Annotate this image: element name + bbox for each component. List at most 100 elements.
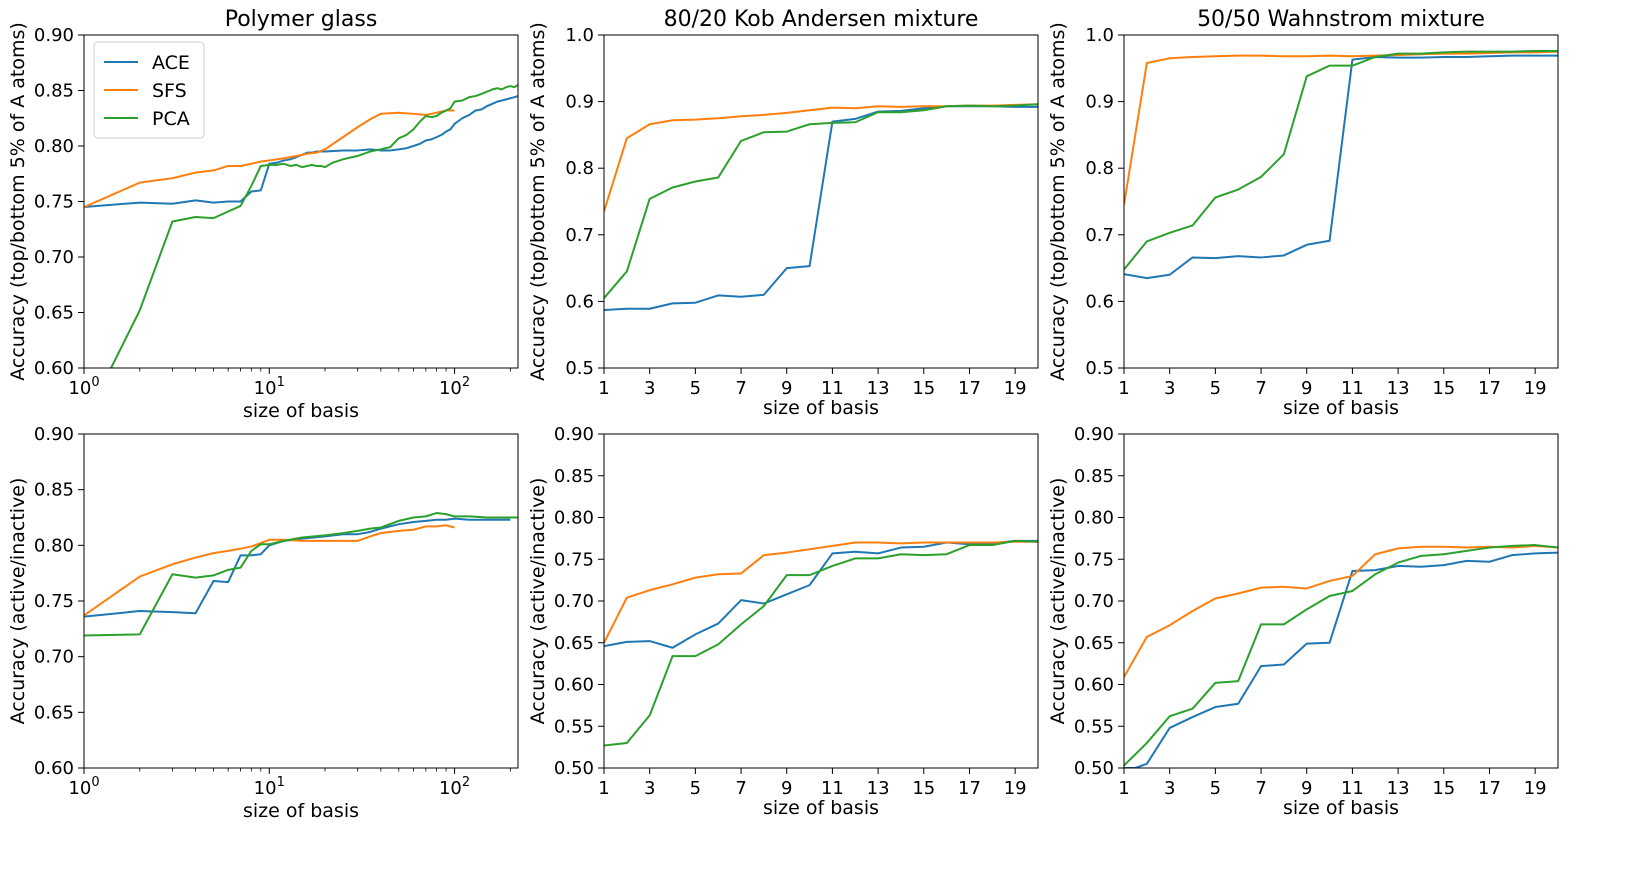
x-tick-label: 100 xyxy=(68,375,99,399)
x-tick-label: 9 xyxy=(1301,778,1312,799)
y-tick-label: 0.7 xyxy=(565,225,594,246)
chart-panel-4: 0.60 0.65 0.70 0.75 0.80 0.85 0.90 100 101 102 siz… xyxy=(7,424,519,822)
x-tick-label: 15 xyxy=(912,378,935,399)
x-tick-label: 19 xyxy=(1004,778,1027,799)
y-tick-label: 0.70 xyxy=(554,591,594,612)
y-tick-label: 0.70 xyxy=(1074,591,1114,612)
y-tick-label: 0.6 xyxy=(565,291,594,312)
plot-frame xyxy=(1123,34,1559,369)
y-tick-label: 0.80 xyxy=(554,508,594,529)
series-line-pca xyxy=(1124,544,1558,767)
x-axis-label: size of basis xyxy=(763,397,879,419)
x-tick-label: 15 xyxy=(1432,778,1455,799)
x-tick-label: 3 xyxy=(1164,778,1175,799)
x-tick-label: 7 xyxy=(735,778,746,799)
series-group xyxy=(84,84,518,368)
x-tick-label: 13 xyxy=(867,378,890,399)
y-tick-label: 0.55 xyxy=(1074,716,1114,737)
series-line-sfs xyxy=(1124,50,1558,205)
series-line-ace xyxy=(1124,54,1558,280)
chart-panel-5: 0.500.550.600.650.700.750.800.850.901 3 5 7… xyxy=(527,424,1039,819)
y-tick-label: 0.80 xyxy=(34,535,74,556)
x-tick-label: 17 xyxy=(958,378,981,399)
x-axis-label: size of basis xyxy=(763,797,879,819)
x-tick-label: 5 xyxy=(1210,778,1221,799)
y-tick-label: 0.75 xyxy=(1074,549,1114,570)
chart-title: 50/50 Wahnstrom mixture xyxy=(1197,7,1485,32)
series-line-pca xyxy=(1124,49,1558,271)
x-tick-label: 100 xyxy=(68,775,99,799)
legend: ACE SFS PCA xyxy=(93,41,205,139)
y-tick-label: 0.5 xyxy=(565,358,594,379)
y-tick-label: 0.50 xyxy=(554,758,594,779)
x-tick-label: 9 xyxy=(781,378,792,399)
x-tick-label: 5 xyxy=(1210,378,1221,399)
y-tick-label: 0.70 xyxy=(34,647,74,668)
y-axis-label: Accuracy (top/bottom 5% of A atoms) xyxy=(1047,22,1069,381)
x-tick-label: 11 xyxy=(821,378,844,399)
x-tick-label: 15 xyxy=(912,778,935,799)
y-tick-label: 0.8 xyxy=(1085,158,1114,179)
x-tick-label: 19 xyxy=(1524,778,1547,799)
x-tick-label: 101 xyxy=(254,775,285,799)
series-group xyxy=(604,539,1038,747)
y-tick-label: 0.90 xyxy=(34,25,74,46)
y-tick-label: 0.55 xyxy=(554,716,594,737)
legend-label-sfs: SFS xyxy=(152,80,187,102)
y-tick-label: 0.80 xyxy=(1074,508,1114,529)
series-line-ace xyxy=(604,105,1038,312)
series-line-sfs xyxy=(84,524,455,617)
y-tick-label: 0.65 xyxy=(34,702,74,723)
y-tick-label: 0.60 xyxy=(554,675,594,696)
series-line-ace xyxy=(604,539,1038,649)
y-tick-label: 0.60 xyxy=(34,358,74,379)
x-tick-label: 17 xyxy=(1478,378,1501,399)
y-tick-label: 0.5 xyxy=(1085,358,1114,379)
series-line-sfs xyxy=(1124,544,1558,678)
y-tick-label: 1.0 xyxy=(565,25,594,46)
y-tick-label: 0.80 xyxy=(34,136,74,157)
series-line-sfs xyxy=(84,109,455,208)
y-tick-label: 0.60 xyxy=(34,758,74,779)
y-tick-label: 0.7 xyxy=(1085,225,1114,246)
series-line-ace xyxy=(1124,551,1558,768)
series-line-pca xyxy=(604,103,1038,299)
x-tick-label: 15 xyxy=(1432,378,1455,399)
series-line-pca xyxy=(84,512,518,637)
x-tick-label: 17 xyxy=(958,778,981,799)
series-group xyxy=(1124,544,1558,768)
y-axis-label: Accuracy (top/bottom 5% of A atoms) xyxy=(7,22,29,381)
x-tick-label: 9 xyxy=(1301,378,1312,399)
y-tick-label: 0.90 xyxy=(554,424,594,445)
x-tick-label: 3 xyxy=(1164,378,1175,399)
y-tick-label: 0.90 xyxy=(1074,424,1114,445)
x-tick-label: 13 xyxy=(867,778,890,799)
x-tick-label: 9 xyxy=(781,778,792,799)
chart-panel-1: 0.60 0.65 0.70 0.75 0.80 0.85 0.90 100 101 102 siz… xyxy=(7,7,519,422)
plot-frame xyxy=(603,433,1039,769)
x-tick-label: 3 xyxy=(644,778,655,799)
x-axis-label: size of basis xyxy=(243,800,359,822)
x-tick-label: 5 xyxy=(690,778,701,799)
x-tick-label: 11 xyxy=(1341,378,1364,399)
y-tick-label: 0.75 xyxy=(34,591,74,612)
chart-title: Polymer glass xyxy=(225,7,378,32)
x-tick-label: 1 xyxy=(1118,778,1129,799)
series-line-ace xyxy=(84,517,511,618)
y-tick-label: 0.90 xyxy=(34,424,74,445)
y-tick-label: 0.85 xyxy=(1074,466,1114,487)
y-tick-label: 0.9 xyxy=(1085,92,1114,113)
x-tick-label: 19 xyxy=(1524,378,1547,399)
x-tick-label: 101 xyxy=(254,375,285,399)
legend-label-ace: ACE xyxy=(152,52,190,74)
x-tick-label: 13 xyxy=(1387,378,1410,399)
y-tick-label: 1.0 xyxy=(1085,25,1114,46)
x-tick-label: 11 xyxy=(1341,778,1364,799)
y-tick-label: 0.50 xyxy=(1074,758,1114,779)
chart-title: 80/20 Kob Andersen mixture xyxy=(664,7,979,32)
x-tick-label: 17 xyxy=(1478,778,1501,799)
x-tick-label: 102 xyxy=(439,775,470,799)
x-tick-label: 11 xyxy=(821,778,844,799)
